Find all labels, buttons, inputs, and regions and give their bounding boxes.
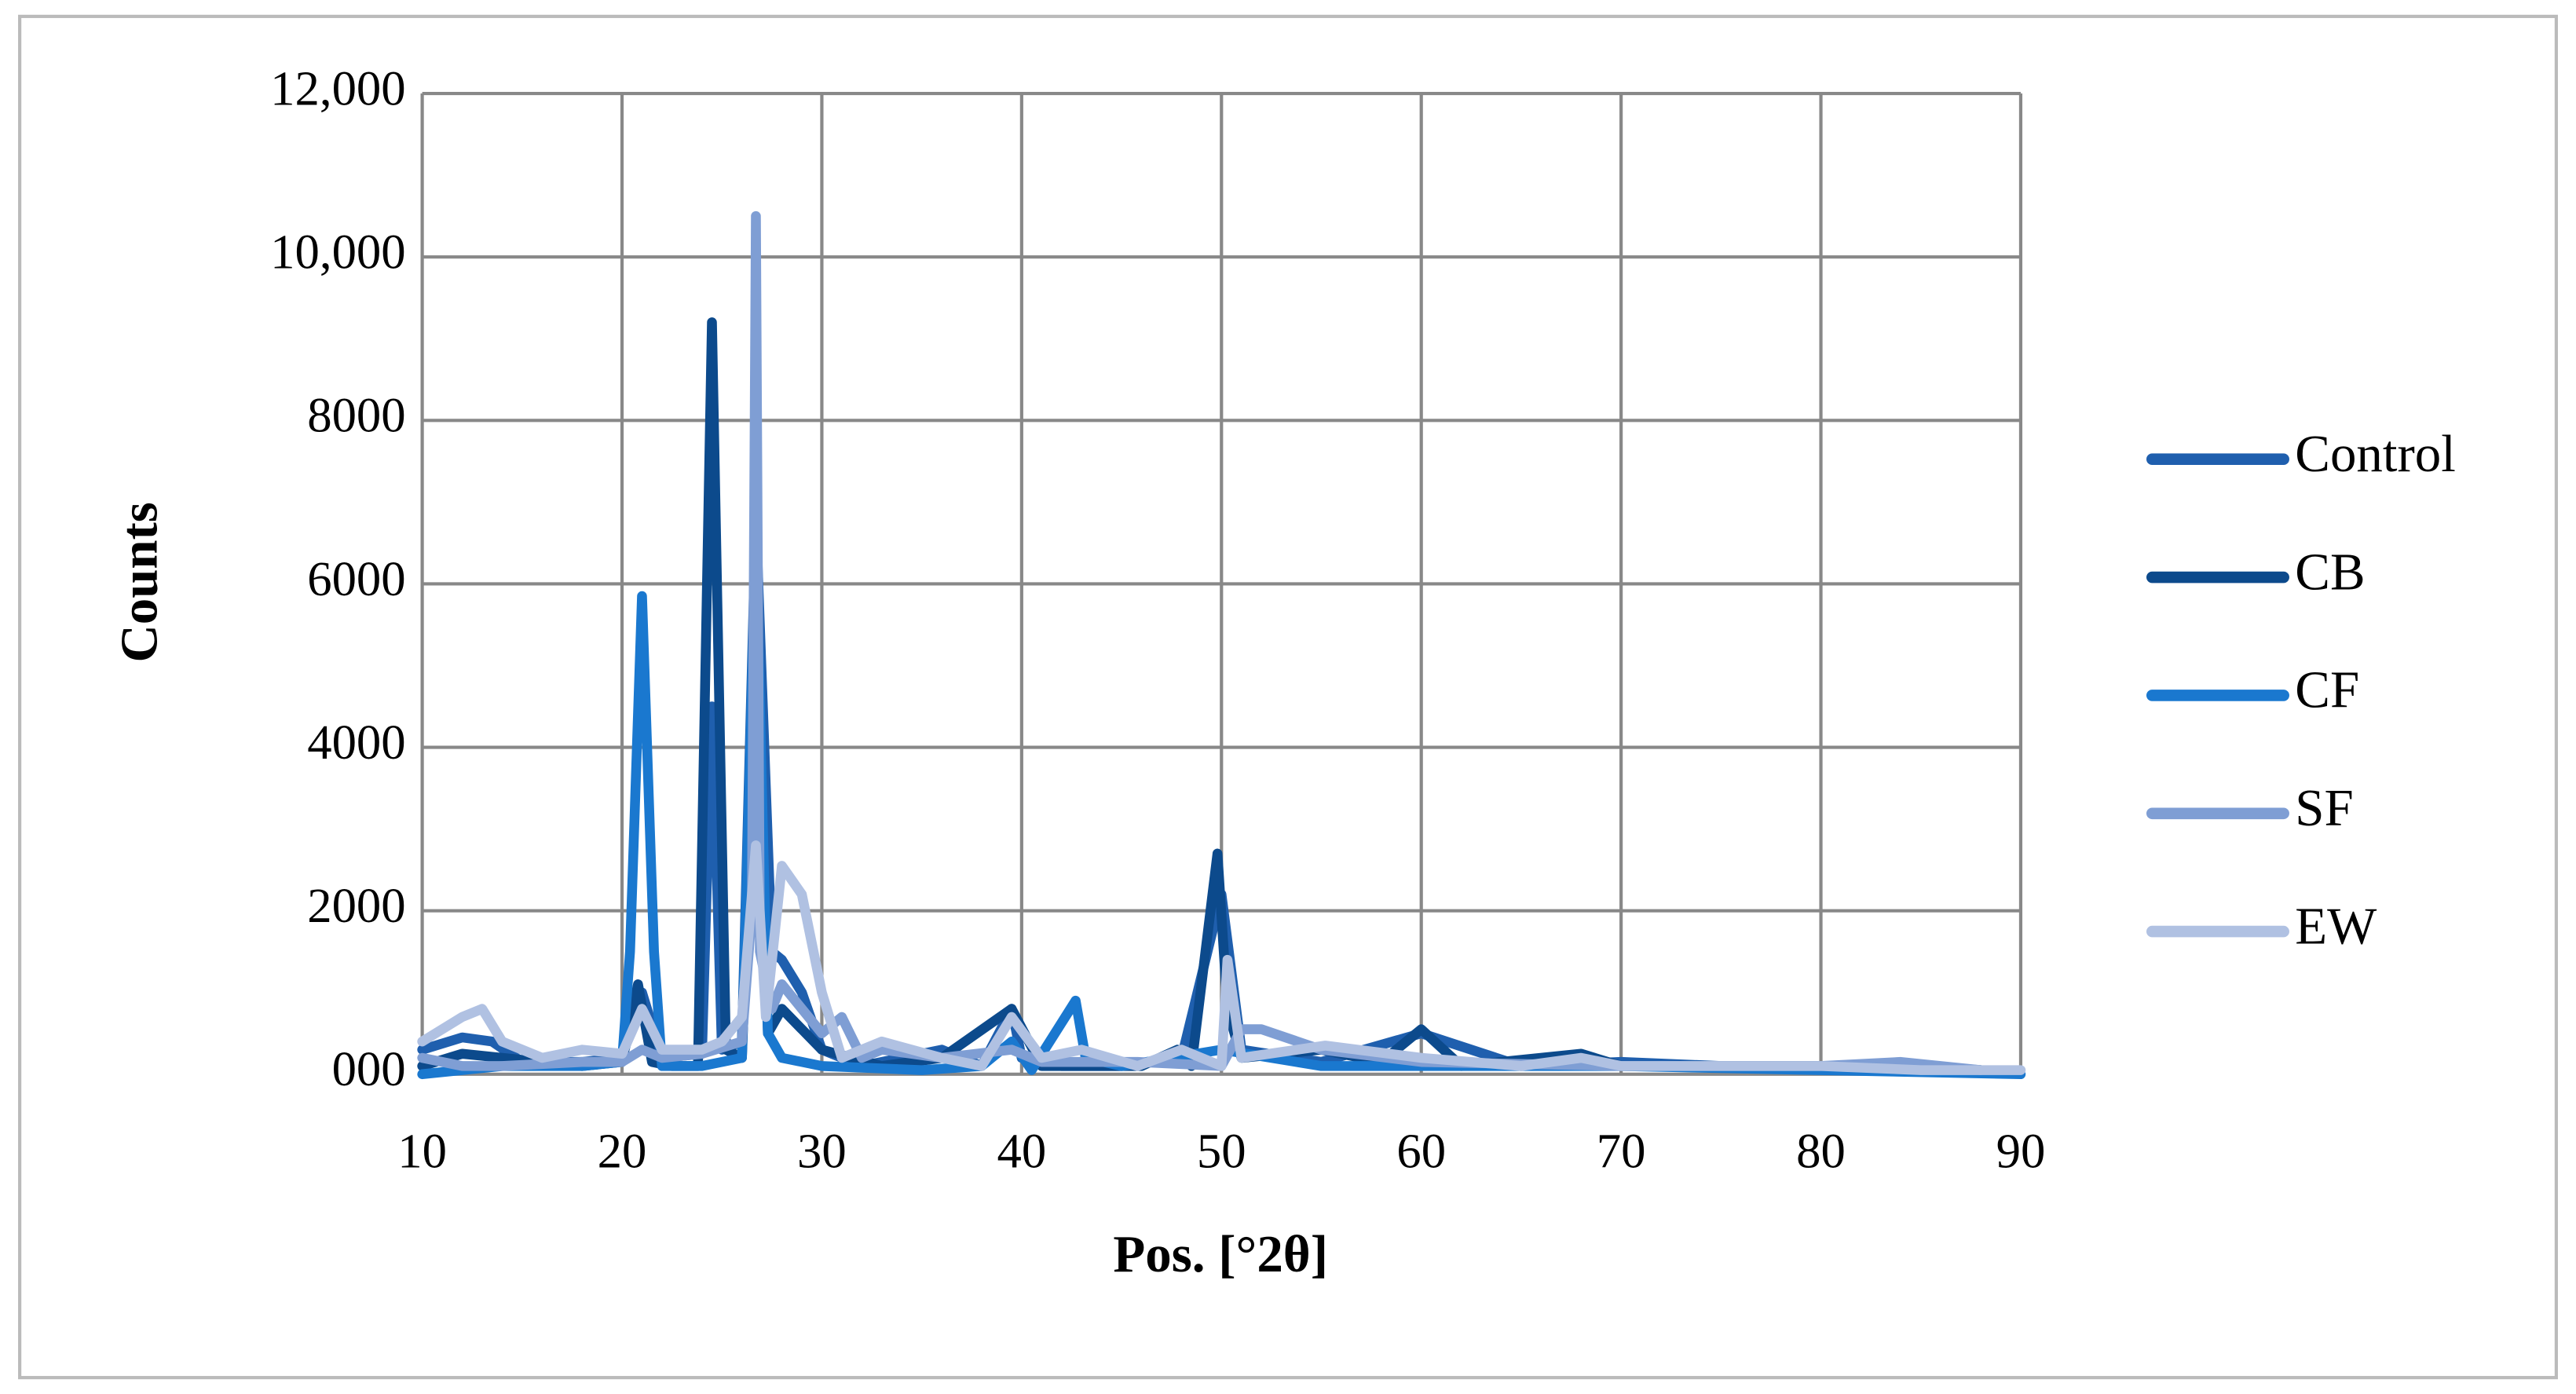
legend-label: CB (2295, 543, 2365, 601)
legend-label: EW (2295, 897, 2377, 955)
y-tick-label: 4000 (307, 715, 405, 770)
y-tick-label: 000 (332, 1041, 406, 1096)
legend-label: CF (2295, 661, 2359, 719)
x-tick-label: 90 (1996, 1124, 2046, 1179)
x-tick-label: 30 (797, 1124, 847, 1179)
series-line (417, 538, 2026, 1080)
y-tick-label: 6000 (307, 551, 405, 606)
x-tick-label: 70 (1597, 1124, 1646, 1179)
x-tick-label: 80 (1796, 1124, 1846, 1179)
y-tick-label: 10,000 (270, 225, 406, 280)
y-axis-title: Counts (110, 502, 168, 662)
x-tick-label: 40 (997, 1124, 1046, 1179)
x-tick-label: 60 (1396, 1124, 1446, 1179)
y-tick-label: 12,000 (270, 60, 406, 115)
y-tick-label: 8000 (307, 388, 405, 443)
x-tick-label: 20 (598, 1124, 647, 1179)
x-tick-label: 10 (397, 1124, 447, 1179)
x-axis-title: Pos. [°2θ] (1113, 1225, 1328, 1283)
legend-label: SF (2295, 779, 2353, 837)
chart-frame (18, 14, 2558, 1380)
x-tick-label: 50 (1197, 1124, 1246, 1179)
y-tick-label: 2000 (307, 878, 405, 933)
series-line (417, 840, 2026, 1075)
legend-label: Control (2295, 425, 2456, 483)
